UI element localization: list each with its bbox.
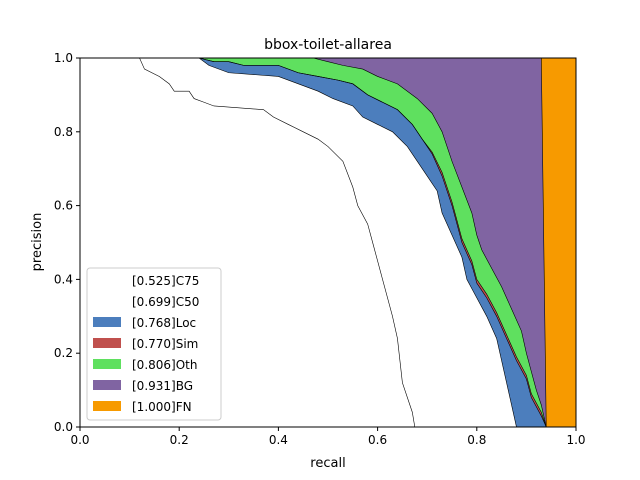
chart-title: bbox-toilet-allarea (264, 37, 392, 53)
plot-frame (79, 57, 577, 428)
curve-loc (80, 57, 547, 428)
legend-swatch-c50 (93, 296, 121, 306)
curve-c50 (80, 57, 517, 428)
x-tick-label: 0.6 (368, 433, 387, 447)
legend-swatch-fn (93, 401, 121, 411)
legend-label-oth: [0.806]Oth (132, 358, 197, 372)
x-axis-label: recall (310, 456, 345, 471)
y-tick-label: 0.2 (54, 346, 73, 360)
y-axis-ticks: 0.0 0.2 0.4 0.6 0.8 1.0 (54, 51, 80, 434)
curve-oth (80, 57, 547, 428)
legend-label-fn: [1.000]FN (132, 400, 192, 414)
x-axis-ticks: 0.0 0.2 0.4 0.6 0.8 1.0 (70, 427, 586, 447)
y-tick-label: 0.6 (54, 199, 73, 213)
y-tick-label: 0.4 (54, 272, 73, 286)
legend-swatch-sim (93, 338, 121, 348)
y-tick-label: 0.8 (54, 125, 73, 139)
legend-swatch-loc (93, 317, 121, 327)
legend-swatch-c75 (93, 275, 121, 285)
curve-c75 (80, 57, 416, 428)
y-tick-label: 0.0 (54, 420, 73, 434)
legend: [0.525]C75 [0.699]C50 [0.768]Loc [0.770]Sim… (86, 267, 222, 421)
legend-label-c50: [0.699]C50 (132, 295, 199, 309)
legend-label-loc: [0.768]Loc (132, 316, 196, 330)
x-tick-label: 0.0 (70, 433, 89, 447)
x-tick-label: 0.8 (467, 433, 486, 447)
x-tick-label: 0.4 (269, 433, 288, 447)
legend-swatch-bg (93, 380, 121, 390)
y-tick-label: 1.0 (54, 51, 73, 65)
y-axis-label: precision (30, 213, 45, 272)
legend-label-bg: [0.931]BG (132, 379, 193, 393)
legend-label-c75: [0.525]C75 (132, 274, 199, 288)
x-tick-label: 0.2 (170, 433, 189, 447)
x-tick-label: 1.0 (566, 433, 585, 447)
legend-label-sim: [0.770]Sim (132, 337, 198, 351)
legend-swatch-oth (93, 359, 121, 369)
